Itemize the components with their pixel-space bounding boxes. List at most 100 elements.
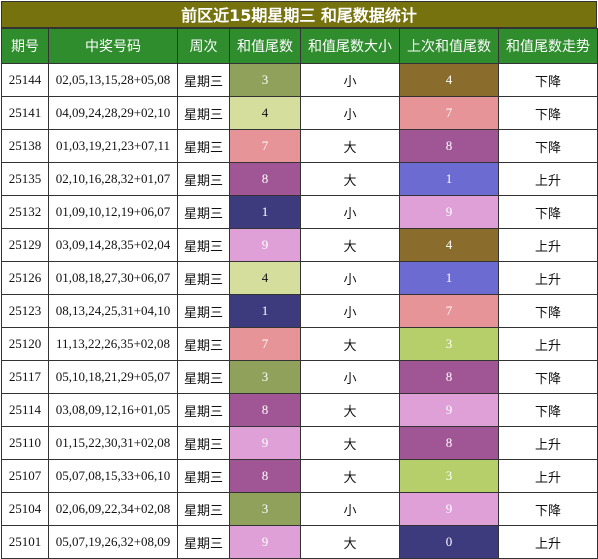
prev-tail-cell: 1 [399, 261, 499, 295]
weekday-cell: 星期三 [177, 393, 230, 427]
trend-cell: 下降 [498, 195, 598, 229]
trend-cell: 下降 [498, 393, 598, 427]
table-row: 25107 05,07,08,15,33+06,10 星期三 8 大 3 上升 [1, 459, 598, 493]
header-tail: 和值尾数 [229, 28, 301, 64]
trend-cell: 下降 [498, 360, 598, 394]
size-cell: 小 [300, 96, 400, 130]
tail-cell: 4 [229, 96, 301, 130]
header-weekday: 周次 [177, 28, 230, 64]
weekday-cell: 星期三 [177, 459, 230, 493]
weekday-cell: 星期三 [177, 294, 230, 328]
numbers-cell: 05,07,08,15,33+06,10 [48, 459, 178, 493]
trend-cell: 上升 [498, 261, 598, 295]
tail-cell: 9 [229, 525, 301, 559]
numbers-cell: 03,08,09,12,16+01,05 [48, 393, 178, 427]
size-cell: 大 [300, 129, 400, 163]
issue-cell: 25141 [1, 96, 49, 130]
size-cell: 小 [300, 63, 400, 97]
trend-cell: 上升 [498, 228, 598, 262]
tail-cell: 8 [229, 162, 301, 196]
tail-cell: 8 [229, 459, 301, 493]
numbers-cell: 05,07,19,26,32+08,09 [48, 525, 178, 559]
weekday-cell: 星期三 [177, 492, 230, 526]
trend-cell: 上升 [498, 525, 598, 559]
size-cell: 小 [300, 492, 400, 526]
prev-tail-cell: 4 [399, 63, 499, 97]
prev-tail-cell: 4 [399, 228, 499, 262]
table-row: 25120 11,13,22,26,35+02,08 星期三 7 大 3 上升 [1, 327, 598, 361]
table-row: 25126 01,08,18,27,30+06,07 星期三 4 小 1 上升 [1, 261, 598, 295]
weekday-cell: 星期三 [177, 261, 230, 295]
prev-tail-cell: 0 [399, 525, 499, 559]
numbers-cell: 11,13,22,26,35+02,08 [48, 327, 178, 361]
prev-tail-cell: 8 [399, 360, 499, 394]
weekday-cell: 星期三 [177, 360, 230, 394]
numbers-cell: 02,05,13,15,28+05,08 [48, 63, 178, 97]
size-cell: 大 [300, 228, 400, 262]
trend-cell: 上升 [498, 162, 598, 196]
table-row: 25132 01,09,10,12,19+06,07 星期三 1 小 9 下降 [1, 195, 598, 229]
trend-cell: 上升 [498, 327, 598, 361]
tail-cell: 7 [229, 327, 301, 361]
table-body: 25144 02,05,13,15,28+05,08 星期三 3 小 4 下降 25141 04… [1, 63, 598, 559]
issue-cell: 25110 [1, 426, 49, 460]
table-row: 25129 03,09,14,28,35+02,04 星期三 9 大 4 上升 [1, 228, 598, 262]
issue-cell: 25114 [1, 393, 49, 427]
issue-cell: 25129 [1, 228, 49, 262]
issue-cell: 25123 [1, 294, 49, 328]
issue-cell: 25117 [1, 360, 49, 394]
table-row: 25123 08,13,24,25,31+04,10 星期三 1 小 7 下降 [1, 294, 598, 328]
tail-cell: 9 [229, 228, 301, 262]
prev-tail-cell: 1 [399, 162, 499, 196]
table-row: 25117 05,10,18,21,29+05,07 星期三 3 小 8 下降 [1, 360, 598, 394]
stats-table: 期号 中奖号码 周次 和值尾数 和值尾数大小 上次和值尾数 和值尾数走势 251… [1, 28, 598, 559]
issue-cell: 25126 [1, 261, 49, 295]
weekday-cell: 星期三 [177, 228, 230, 262]
header-size: 和值尾数大小 [300, 28, 400, 64]
table-row: 25141 04,09,24,28,29+02,10 星期三 4 小 7 下降 [1, 96, 598, 130]
numbers-cell: 04,09,24,28,29+02,10 [48, 96, 178, 130]
size-cell: 小 [300, 294, 400, 328]
weekday-cell: 星期三 [177, 129, 230, 163]
table-row: 25135 02,10,16,28,32+01,07 星期三 8 大 1 上升 [1, 162, 598, 196]
numbers-cell: 05,10,18,21,29+05,07 [48, 360, 178, 394]
size-cell: 大 [300, 327, 400, 361]
numbers-cell: 03,09,14,28,35+02,04 [48, 228, 178, 262]
trend-cell: 上升 [498, 426, 598, 460]
trend-cell: 下降 [498, 294, 598, 328]
table-row: 25138 01,03,19,21,23+07,11 星期三 7 大 8 下降 [1, 129, 598, 163]
prev-tail-cell: 3 [399, 327, 499, 361]
trend-cell: 上升 [498, 459, 598, 493]
weekday-cell: 星期三 [177, 525, 230, 559]
trend-cell: 下降 [498, 492, 598, 526]
numbers-cell: 01,15,22,30,31+02,08 [48, 426, 178, 460]
prev-tail-cell: 3 [399, 459, 499, 493]
weekday-cell: 星期三 [177, 195, 230, 229]
size-cell: 大 [300, 162, 400, 196]
numbers-cell: 01,09,10,12,19+06,07 [48, 195, 178, 229]
issue-cell: 25132 [1, 195, 49, 229]
weekday-cell: 星期三 [177, 426, 230, 460]
tail-cell: 8 [229, 393, 301, 427]
tail-cell: 3 [229, 360, 301, 394]
tail-cell: 1 [229, 294, 301, 328]
prev-tail-cell: 9 [399, 492, 499, 526]
table-row: 25110 01,15,22,30,31+02,08 星期三 9 大 8 上升 [1, 426, 598, 460]
table-row: 25114 03,08,09,12,16+01,05 星期三 8 大 9 下降 [1, 393, 598, 427]
table-row: 25104 02,06,09,22,34+02,08 星期三 3 小 9 下降 [1, 492, 598, 526]
tail-cell: 3 [229, 492, 301, 526]
prev-tail-cell: 9 [399, 195, 499, 229]
numbers-cell: 02,06,09,22,34+02,08 [48, 492, 178, 526]
tail-cell: 3 [229, 63, 301, 97]
table-row: 25144 02,05,13,15,28+05,08 星期三 3 小 4 下降 [1, 63, 598, 97]
size-cell: 大 [300, 459, 400, 493]
tail-cell: 1 [229, 195, 301, 229]
tail-cell: 7 [229, 129, 301, 163]
weekday-cell: 星期三 [177, 162, 230, 196]
issue-cell: 25107 [1, 459, 49, 493]
size-cell: 小 [300, 261, 400, 295]
table-row: 25101 05,07,19,26,32+08,09 星期三 9 大 0 上升 [1, 525, 598, 559]
size-cell: 小 [300, 195, 400, 229]
prev-tail-cell: 7 [399, 294, 499, 328]
